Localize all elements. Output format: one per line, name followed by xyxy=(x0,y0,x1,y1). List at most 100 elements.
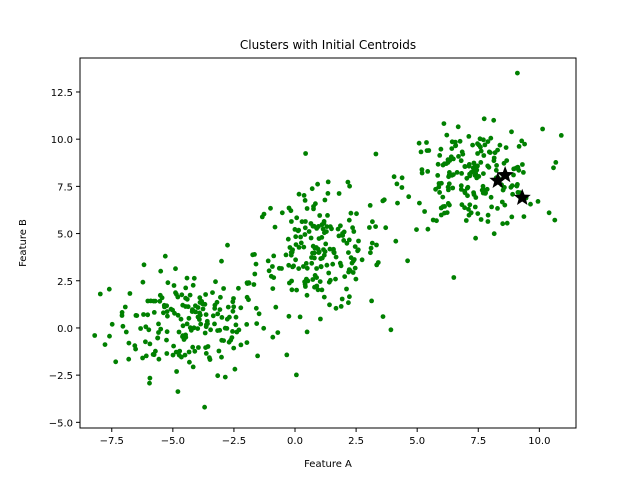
data-point xyxy=(485,163,491,169)
data-point xyxy=(232,366,238,372)
data-point xyxy=(123,329,129,335)
data-point xyxy=(200,306,206,312)
data-point xyxy=(187,325,193,331)
data-point xyxy=(173,266,178,272)
data-point xyxy=(321,294,327,300)
data-point xyxy=(460,151,466,157)
data-point xyxy=(207,355,212,361)
data-point xyxy=(326,270,332,276)
data-point xyxy=(323,241,329,247)
data-point xyxy=(205,344,211,349)
data-point xyxy=(208,327,214,333)
data-point xyxy=(465,193,470,199)
data-point xyxy=(424,148,430,154)
data-point xyxy=(419,170,425,176)
data-point xyxy=(286,262,292,268)
data-point xyxy=(492,150,498,156)
data-point xyxy=(134,313,140,318)
data-point xyxy=(319,287,325,293)
data-point xyxy=(315,181,320,187)
data-point xyxy=(231,345,237,351)
data-point xyxy=(338,223,343,229)
data-point xyxy=(198,321,204,327)
y-tick-label: −2.5 xyxy=(49,371,73,382)
x-tick-label: −7.5 xyxy=(100,436,124,447)
data-point xyxy=(221,286,227,291)
data-point xyxy=(271,253,277,259)
data-point xyxy=(348,210,354,216)
data-point xyxy=(148,298,154,304)
data-point xyxy=(318,264,324,269)
data-point xyxy=(480,183,486,189)
data-point xyxy=(127,291,133,296)
data-point xyxy=(515,182,520,187)
data-point xyxy=(147,341,153,347)
data-point xyxy=(437,190,442,195)
data-point xyxy=(502,185,507,190)
data-point xyxy=(351,229,357,234)
data-point xyxy=(187,359,192,365)
data-point xyxy=(184,275,190,281)
data-point xyxy=(296,191,302,197)
data-point xyxy=(219,258,224,264)
data-point xyxy=(480,190,486,196)
data-point xyxy=(310,277,316,282)
data-point xyxy=(451,156,456,162)
data-point xyxy=(485,219,491,224)
data-point xyxy=(215,328,221,333)
data-point xyxy=(175,389,181,394)
data-point xyxy=(203,351,209,356)
data-point xyxy=(439,180,444,186)
data-point xyxy=(190,364,196,370)
data-point xyxy=(336,191,342,196)
data-point xyxy=(344,286,349,292)
data-point xyxy=(215,373,221,379)
data-point xyxy=(214,299,220,305)
data-point xyxy=(368,250,373,256)
data-point xyxy=(107,333,112,339)
data-point xyxy=(346,217,352,223)
data-point xyxy=(203,292,209,297)
data-point xyxy=(346,237,352,243)
data-point xyxy=(478,148,484,154)
data-point xyxy=(473,235,478,241)
x-tick-label: 7.5 xyxy=(470,436,486,447)
data-point xyxy=(302,198,308,203)
data-point xyxy=(477,136,483,142)
data-point xyxy=(164,309,170,314)
data-point xyxy=(312,255,317,261)
data-point xyxy=(184,321,190,327)
data-point xyxy=(174,369,180,374)
data-point xyxy=(219,354,224,360)
data-point xyxy=(301,244,307,250)
data-point xyxy=(230,299,236,305)
data-point xyxy=(285,236,291,242)
data-point xyxy=(519,138,525,144)
data-point xyxy=(199,299,205,304)
data-point xyxy=(341,238,347,243)
data-point xyxy=(333,305,339,311)
data-point xyxy=(336,233,342,239)
data-point xyxy=(157,292,163,298)
data-point xyxy=(294,287,299,293)
data-point xyxy=(119,310,125,315)
data-point xyxy=(437,153,443,158)
data-point xyxy=(454,170,460,175)
data-point xyxy=(553,160,559,165)
data-point xyxy=(314,275,319,280)
data-point xyxy=(308,235,314,241)
data-point xyxy=(493,167,499,173)
data-point xyxy=(520,162,525,167)
data-point xyxy=(225,304,231,310)
data-point xyxy=(155,335,161,341)
data-point xyxy=(491,155,497,161)
data-point xyxy=(298,234,303,240)
data-point xyxy=(503,145,509,151)
data-point xyxy=(202,330,208,336)
data-point xyxy=(97,291,103,297)
data-point xyxy=(171,283,177,288)
data-point xyxy=(369,298,374,304)
data-point xyxy=(143,324,149,330)
data-point xyxy=(459,202,465,208)
data-point xyxy=(511,166,517,172)
